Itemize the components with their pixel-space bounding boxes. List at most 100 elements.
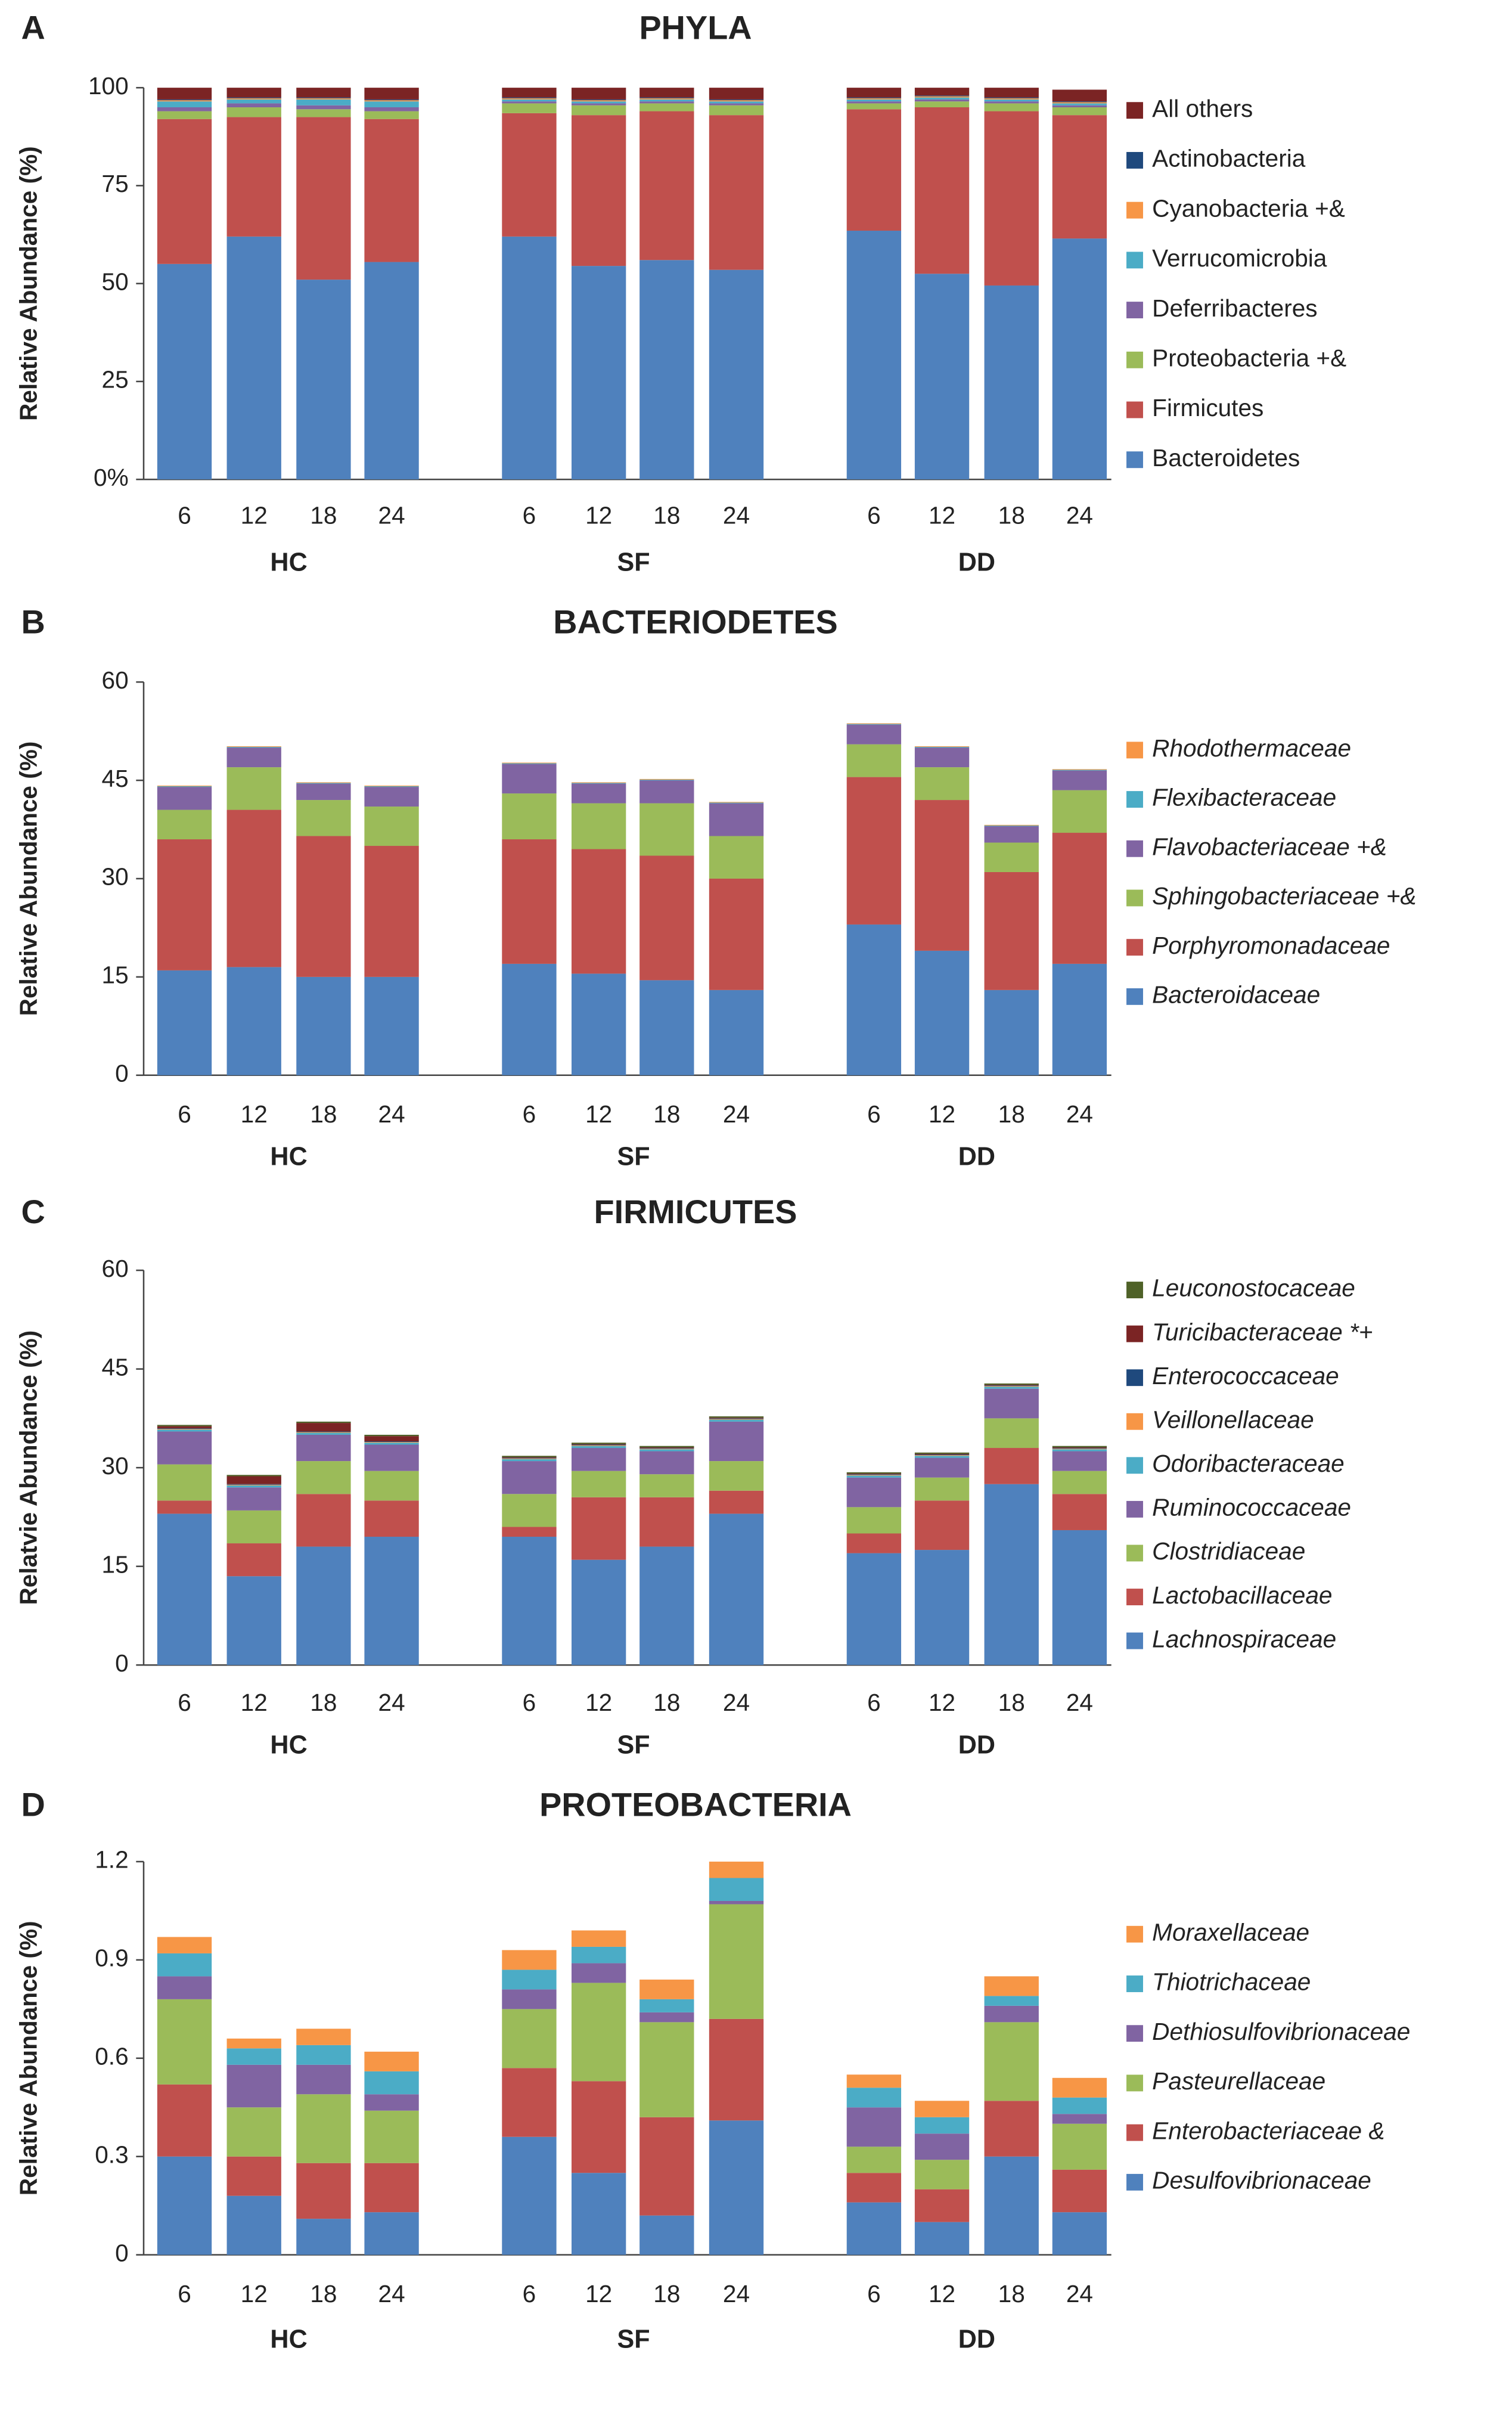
bar-segment (296, 105, 351, 110)
y-axis-label: Relative Abundance (%) (14, 742, 42, 1016)
x-tick-label: 6 (867, 1689, 881, 1716)
legend-swatch (1126, 2025, 1143, 2042)
x-tick-label: 24 (723, 1689, 750, 1716)
legend-swatch (1126, 840, 1143, 857)
x-tick-label: 24 (723, 2280, 750, 2307)
legend-label: Clostridiaceae (1152, 1537, 1305, 1565)
x-tick-label: 6 (867, 2280, 881, 2307)
bar-segment (639, 1474, 694, 1497)
legend-swatch (1126, 2074, 1143, 2092)
legend-label: Cyanobacteria +& (1152, 194, 1345, 222)
legend-swatch (1126, 939, 1143, 956)
bar-segment (571, 100, 626, 102)
bar-segment (157, 1431, 212, 1465)
x-tick-label: 18 (998, 501, 1025, 529)
y-tick-label: 100 (88, 72, 129, 100)
bar-segment (364, 107, 419, 111)
bar-segment (914, 2133, 970, 2160)
bar-segment (1052, 107, 1107, 116)
bar-segment (364, 2212, 419, 2255)
bar-segment (639, 103, 694, 111)
bar-segment (364, 2071, 419, 2095)
y-tick-label: 0.3 (95, 2141, 128, 2168)
bar-segment (984, 826, 1039, 843)
legend-swatch (1126, 1975, 1143, 1992)
group-label: SF (617, 1143, 650, 1171)
bar-segment (157, 2084, 212, 2157)
legend-swatch (1126, 302, 1143, 319)
bar-segment (709, 1419, 764, 1422)
bar-segment (364, 1436, 419, 1441)
bar-segment (709, 115, 764, 270)
bar-segment (639, 1451, 694, 1475)
bar-segment (639, 98, 694, 100)
bar-segment (502, 101, 557, 104)
legend-label: Pasteurellaceae (1152, 2067, 1325, 2095)
legend-swatch (1126, 1369, 1143, 1387)
bar-segment (502, 763, 557, 764)
bar-segment (846, 724, 902, 745)
bar-segment (846, 109, 902, 231)
bar-segment (846, 1507, 902, 1534)
legend-swatch (1126, 1544, 1143, 1562)
bar-segment (571, 103, 626, 106)
bar-segment (1052, 1447, 1107, 1449)
legend-label: Moraxellaceae (1152, 1919, 1309, 1946)
bar-segment (157, 1429, 212, 1432)
bar-segment (1052, 770, 1107, 790)
bar-segment (846, 2107, 902, 2147)
bar-segment (364, 1443, 419, 1445)
y-tick-label: 25 (102, 366, 129, 393)
legend-label: Deferribacteres (1152, 294, 1317, 322)
bar-segment (571, 1983, 626, 2082)
group-label: HC (270, 548, 307, 577)
y-tick-label: 75 (102, 170, 129, 197)
bar-segment (571, 783, 626, 804)
bar-segment (226, 1576, 281, 1665)
legend-label: Firmicutes (1152, 394, 1263, 421)
group-label: HC (270, 1143, 307, 1171)
legend-swatch (1126, 201, 1143, 219)
bar-segment (296, 2094, 351, 2163)
bar-segment (571, 115, 626, 266)
bar-segment (296, 2064, 351, 2095)
bar-segment (914, 746, 970, 748)
bar-segment (984, 98, 1039, 100)
bar-segment (502, 2136, 557, 2255)
bar-segment (157, 101, 212, 107)
bar-segment (296, 117, 351, 280)
bar-segment (709, 2120, 764, 2255)
bar-segment (157, 839, 212, 970)
bar-segment (571, 88, 626, 100)
chart-title: PROTEOBACTERIA (539, 1785, 852, 1823)
bar-segment (296, 783, 351, 801)
legend-swatch (1126, 1500, 1143, 1518)
panel-letter: C (21, 1193, 45, 1230)
bar-segment (1052, 1451, 1107, 1471)
bar-segment (984, 842, 1039, 872)
bar-segment (709, 103, 764, 106)
bar-segment (914, 2117, 970, 2134)
bar-segment (709, 1461, 764, 1491)
bar-segment (296, 2029, 351, 2045)
x-tick-label: 18 (998, 2280, 1025, 2307)
bar-segment (639, 855, 694, 981)
x-tick-label: 6 (523, 2280, 536, 2307)
bar-segment (639, 780, 694, 804)
bar-segment (364, 2051, 419, 2071)
bar-segment (984, 824, 1039, 826)
bar-segment (502, 236, 557, 480)
bar-segment (226, 88, 281, 98)
bar-segment (846, 2088, 902, 2108)
bar-segment (364, 787, 419, 807)
bar-segment (709, 836, 764, 879)
x-tick-label: 12 (241, 1689, 268, 1716)
bar-segment (914, 107, 970, 274)
legend-label: Verrucomicrobia (1152, 244, 1327, 272)
group-label: DD (958, 548, 995, 577)
bar-segment (502, 98, 557, 100)
x-tick-label: 6 (523, 1100, 536, 1128)
legend-swatch (1126, 2173, 1143, 2191)
bar-segment (1052, 89, 1107, 102)
bar-segment (571, 1446, 626, 1449)
